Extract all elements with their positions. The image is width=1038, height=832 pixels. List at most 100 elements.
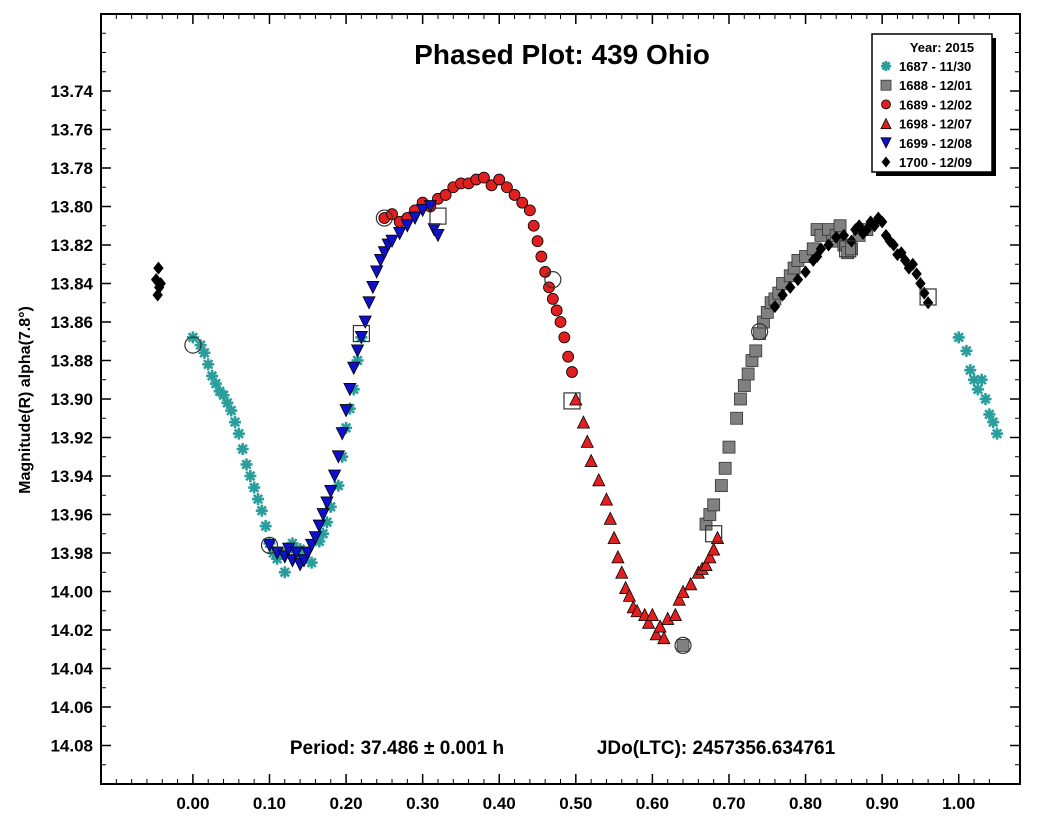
asterisk-stroke <box>229 416 241 428</box>
series-4 <box>262 200 445 572</box>
legend-label: 1699 - 12/08 <box>899 136 972 151</box>
data-point <box>576 415 591 429</box>
data-point <box>423 200 437 214</box>
data-point <box>911 267 922 281</box>
data-point <box>657 630 671 645</box>
data-point <box>316 508 330 522</box>
x-tick-label: 0.40 <box>483 794 516 813</box>
data-point <box>615 565 629 579</box>
y-tick-label: 13.96 <box>50 506 93 525</box>
y-tick-label: 14.06 <box>50 698 93 717</box>
data-point <box>641 615 656 629</box>
data-point <box>730 411 744 425</box>
data-point <box>676 584 690 598</box>
data-point <box>979 393 992 405</box>
data-point <box>531 235 544 248</box>
legend-marker <box>880 79 892 91</box>
legend-box <box>871 33 993 173</box>
legend-marker <box>881 156 891 168</box>
data-point <box>244 470 257 482</box>
data-point <box>259 520 272 533</box>
x-tick-label: 0.10 <box>253 794 286 813</box>
data-point <box>331 450 346 464</box>
highlight-square <box>429 207 447 225</box>
data-point <box>289 546 303 560</box>
highlight-square <box>705 525 723 543</box>
data-point <box>987 416 1000 429</box>
legend-marker <box>881 99 891 110</box>
data-point <box>416 203 430 218</box>
data-point <box>354 330 369 345</box>
x-tick-label: 0.30 <box>406 794 439 813</box>
data-point <box>645 607 660 621</box>
asterisk-stroke <box>256 505 267 516</box>
legend-label: 1687 - 11/30 <box>899 59 971 74</box>
data-point <box>566 366 578 378</box>
data-point <box>198 346 211 359</box>
y-tick-label: 13.98 <box>50 544 93 563</box>
data-point <box>255 504 268 517</box>
asterisk-stroke <box>279 567 290 578</box>
data-point <box>971 383 984 396</box>
data-point <box>769 300 781 314</box>
data-point <box>800 265 811 279</box>
data-point <box>869 219 880 233</box>
data-point <box>324 484 338 499</box>
data-point <box>550 304 563 317</box>
legend: Year: 2015 1687 - 11/30 1688 - 12/01 1689 … <box>871 33 996 176</box>
asterisk-stroke <box>984 409 995 420</box>
data-point <box>741 367 755 381</box>
data-point <box>500 181 513 194</box>
data-point <box>815 242 827 256</box>
data-point <box>737 379 751 392</box>
data-point <box>684 576 698 591</box>
asterisk-stroke <box>260 520 271 532</box>
asterisk-stroke <box>199 347 210 358</box>
data-point <box>546 292 559 305</box>
y-axis-label: Magnitude(R) alpha(7.8°) <box>17 306 34 494</box>
data-point <box>707 498 721 512</box>
data-point <box>366 280 380 295</box>
data-point <box>523 204 536 217</box>
highlight-circle <box>544 271 562 289</box>
asterisk-stroke <box>206 370 218 382</box>
y-tick-label: 13.76 <box>50 121 93 140</box>
data-point <box>558 331 571 344</box>
data-point <box>431 228 445 243</box>
highlight-circle <box>260 536 279 554</box>
data-point <box>919 286 930 300</box>
asterisk-stroke <box>881 61 891 71</box>
data-point <box>676 639 690 652</box>
data-point <box>584 453 598 468</box>
data-point <box>592 472 606 487</box>
asterisk-stroke <box>218 389 229 401</box>
series-3 <box>569 392 725 645</box>
data-point <box>516 196 529 209</box>
series-2 <box>378 171 578 378</box>
data-point <box>408 211 422 225</box>
asterisk-stroke <box>252 493 264 505</box>
highlight-square <box>839 240 857 258</box>
data-series-layer <box>150 171 1004 652</box>
x-tick-label: 0.00 <box>176 794 209 813</box>
data-point <box>777 288 788 302</box>
data-point <box>853 219 865 233</box>
data-point <box>236 443 249 456</box>
data-point <box>792 273 804 287</box>
data-point <box>527 219 540 232</box>
data-point <box>710 530 725 544</box>
highlight-square <box>919 288 937 306</box>
y-tick-label: 13.84 <box>50 275 93 294</box>
data-point <box>478 171 490 184</box>
y-tick-label: 13.90 <box>50 390 93 409</box>
data-point <box>327 469 342 483</box>
data-point <box>718 461 732 475</box>
asterisk-stroke <box>968 374 980 385</box>
asterisk-stroke <box>245 470 256 482</box>
asterisk-stroke <box>237 443 248 455</box>
data-point <box>668 607 683 621</box>
data-point <box>749 344 763 358</box>
data-point <box>703 549 717 564</box>
data-point <box>400 219 414 233</box>
data-point <box>569 392 583 406</box>
